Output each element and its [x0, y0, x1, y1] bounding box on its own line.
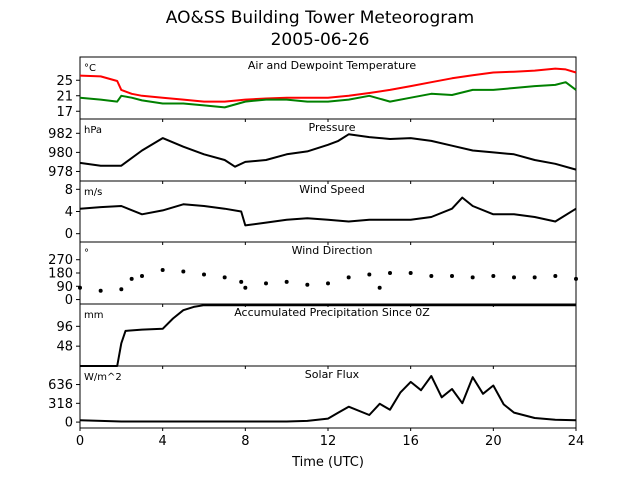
wind-direction-point-25: [532, 275, 537, 280]
ytick-label-5-1: 318: [48, 397, 73, 412]
ytick-label-3-1: 90: [56, 280, 73, 295]
ytick-label-1-1: 980: [48, 146, 73, 161]
chart-subtitle: 2005-06-26: [270, 30, 370, 50]
wind-direction-point-20: [429, 273, 434, 278]
wind-direction-point-24: [512, 275, 516, 280]
panel-unit-1: hPa: [84, 125, 102, 136]
panel-title-1: Pressure: [309, 121, 356, 134]
ytick-label-3-2: 180: [48, 267, 73, 282]
panel-title-0: Air and Dewpoint Temperature: [248, 59, 416, 72]
panel-unit-5: W/m^2: [84, 372, 122, 383]
wind-direction-point-19: [408, 271, 413, 275]
wind-direction-point-15: [346, 275, 351, 280]
xtick-label-2: 8: [241, 434, 249, 449]
wind-direction-point-26: [553, 273, 558, 278]
xtick-label-3: 12: [320, 434, 337, 449]
wind-direction-point-3: [129, 276, 134, 281]
ytick-label-5-2: 636: [48, 378, 73, 393]
series-line-2-0: [79, 196, 577, 227]
series-line-4-0: [80, 304, 576, 367]
wind-direction-point-17: [377, 285, 382, 290]
wind-direction-point-7: [202, 272, 206, 277]
wind-direction-point-6: [181, 269, 186, 274]
series-line-5-0: [79, 375, 577, 423]
wind-direction-point-22: [470, 275, 475, 280]
series-line-1-0: [79, 133, 577, 171]
xtick-label-0: 0: [76, 434, 84, 449]
panel-unit-4: mm: [84, 310, 103, 321]
wind-direction-point-0: [78, 285, 82, 290]
xtick-label-5: 20: [485, 434, 502, 449]
chart-title: AO&SS Building Tower Meteorogram: [165, 8, 475, 28]
wind-direction-point-11: [264, 281, 268, 286]
wind-direction-point-13: [305, 282, 310, 287]
wind-direction-point-18: [388, 271, 392, 275]
wind-direction-point-4: [140, 273, 144, 278]
wind-direction-point-8: [222, 275, 227, 280]
ytick-label-0-2: 25: [56, 74, 73, 89]
ytick-label-1-2: 982: [48, 127, 73, 142]
wind-direction-point-21: [450, 273, 454, 278]
ytick-label-2-0: 0: [65, 227, 73, 242]
ytick-label-5-0: 0: [65, 416, 73, 431]
ytick-label-2-1: 4: [65, 205, 73, 220]
panel-title-5: Solar Flux: [305, 368, 360, 381]
wind-direction-point-23: [491, 273, 496, 278]
panel-unit-3: °: [84, 248, 89, 259]
panel-title-2: Wind Speed: [299, 183, 365, 196]
wind-direction-point-1: [98, 288, 103, 293]
panel-unit-0: °C: [84, 63, 96, 74]
series-line-0-0: [79, 67, 577, 103]
wind-direction-point-10: [243, 285, 248, 290]
ytick-label-0-0: 17: [56, 105, 73, 120]
wind-direction-point-2: [119, 287, 124, 292]
ytick-label-1-0: 978: [48, 165, 73, 180]
ytick-label-0-1: 21: [56, 89, 73, 104]
ytick-label-3-0: 0: [65, 293, 73, 308]
ytick-label-2-2: 8: [65, 183, 73, 198]
series-line-0-1: [79, 81, 577, 109]
wind-direction-point-14: [326, 281, 330, 286]
ytick-label-3-3: 270: [48, 253, 73, 268]
ytick-label-4-0: 48: [56, 340, 73, 355]
panel-unit-2: m/s: [84, 187, 102, 198]
xtick-label-1: 4: [159, 434, 167, 449]
panel-title-4: Accumulated Precipitation Since 0Z: [234, 306, 430, 319]
wind-direction-point-27: [574, 276, 578, 281]
wind-direction-point-5: [160, 268, 165, 273]
wind-direction-point-16: [367, 272, 372, 277]
wind-direction-point-12: [284, 279, 289, 284]
xtick-label-6: 24: [568, 434, 585, 449]
panel-title-3: Wind Direction: [292, 244, 373, 257]
xtick-label-4: 16: [402, 434, 419, 449]
x-axis-label: Time (UTC): [291, 455, 364, 470]
ytick-label-4-1: 96: [56, 320, 73, 335]
wind-direction-point-9: [239, 279, 244, 284]
